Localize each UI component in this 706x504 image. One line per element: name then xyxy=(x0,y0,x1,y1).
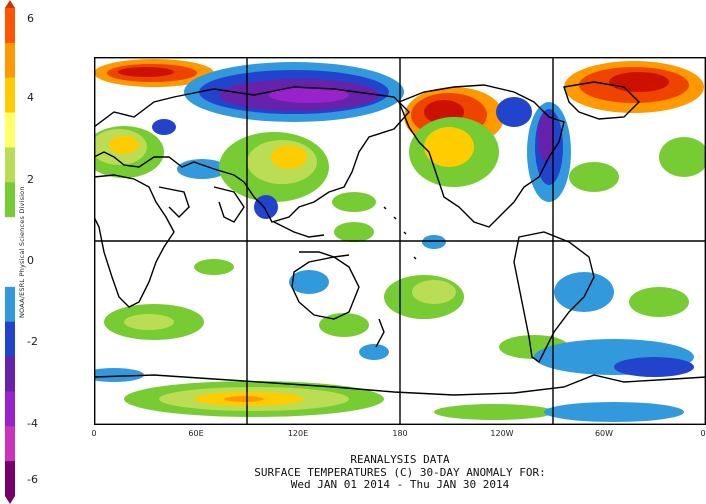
colorbar-tick-label: -6 xyxy=(27,473,38,486)
colorbar-bottom-arrow xyxy=(5,496,15,504)
longitude-label: 180 xyxy=(392,429,408,438)
colorbar-tick-label: 4 xyxy=(27,91,34,105)
colorbar-cell xyxy=(5,391,15,427)
colorbar-cell xyxy=(5,182,15,218)
map-caption: REANALYSIS DATA SURFACE TEMPERATURES (C)… xyxy=(150,453,650,492)
colorbar-cell xyxy=(5,8,15,44)
longitude-label: 0 xyxy=(91,429,97,438)
longitude-label: 0 xyxy=(700,429,706,438)
colorbar-tick-label: 2 xyxy=(27,172,34,186)
longitude-label: 60W xyxy=(594,429,614,438)
longitude-label: 120E xyxy=(287,429,309,438)
colorbar-cell xyxy=(5,77,15,114)
data-source-credit: NOAA/ESRL Physical Sciences Division xyxy=(18,186,26,318)
colorbar-cell xyxy=(5,356,15,392)
colorbar-cell xyxy=(5,286,15,323)
colorbar-cell xyxy=(5,321,15,358)
anomaly-map xyxy=(94,57,706,425)
caption-date-range: Wed JAN 01 2014 - Thu JAN 30 2014 xyxy=(290,478,510,491)
map-border xyxy=(94,57,706,425)
grid-lines xyxy=(94,57,706,425)
colorbar-cell xyxy=(5,217,15,253)
colorbar-top-arrow xyxy=(5,0,15,8)
colorbar-tick-label: 6 xyxy=(27,12,34,25)
colorbar-cell xyxy=(5,461,15,497)
colorbar-tick-label: -2 xyxy=(27,335,38,349)
longitude-label: 120W xyxy=(490,429,514,438)
color-scale-bar xyxy=(5,0,15,504)
colorbar-cell xyxy=(5,42,15,79)
caption-title: REANALYSIS DATA xyxy=(350,453,450,466)
colorbar-cell xyxy=(5,147,15,183)
longitude-label: 60E xyxy=(188,429,204,438)
colorbar-tick-label: -4 xyxy=(27,416,38,430)
colorbar-cell xyxy=(5,426,15,462)
colorbar-cell xyxy=(5,252,15,288)
colorbar-cell xyxy=(5,112,15,148)
colorbar-tick-label: 0 xyxy=(27,254,34,267)
caption-subtitle: SURFACE TEMPERATURES (C) 30-DAY ANOMALY … xyxy=(254,465,546,479)
